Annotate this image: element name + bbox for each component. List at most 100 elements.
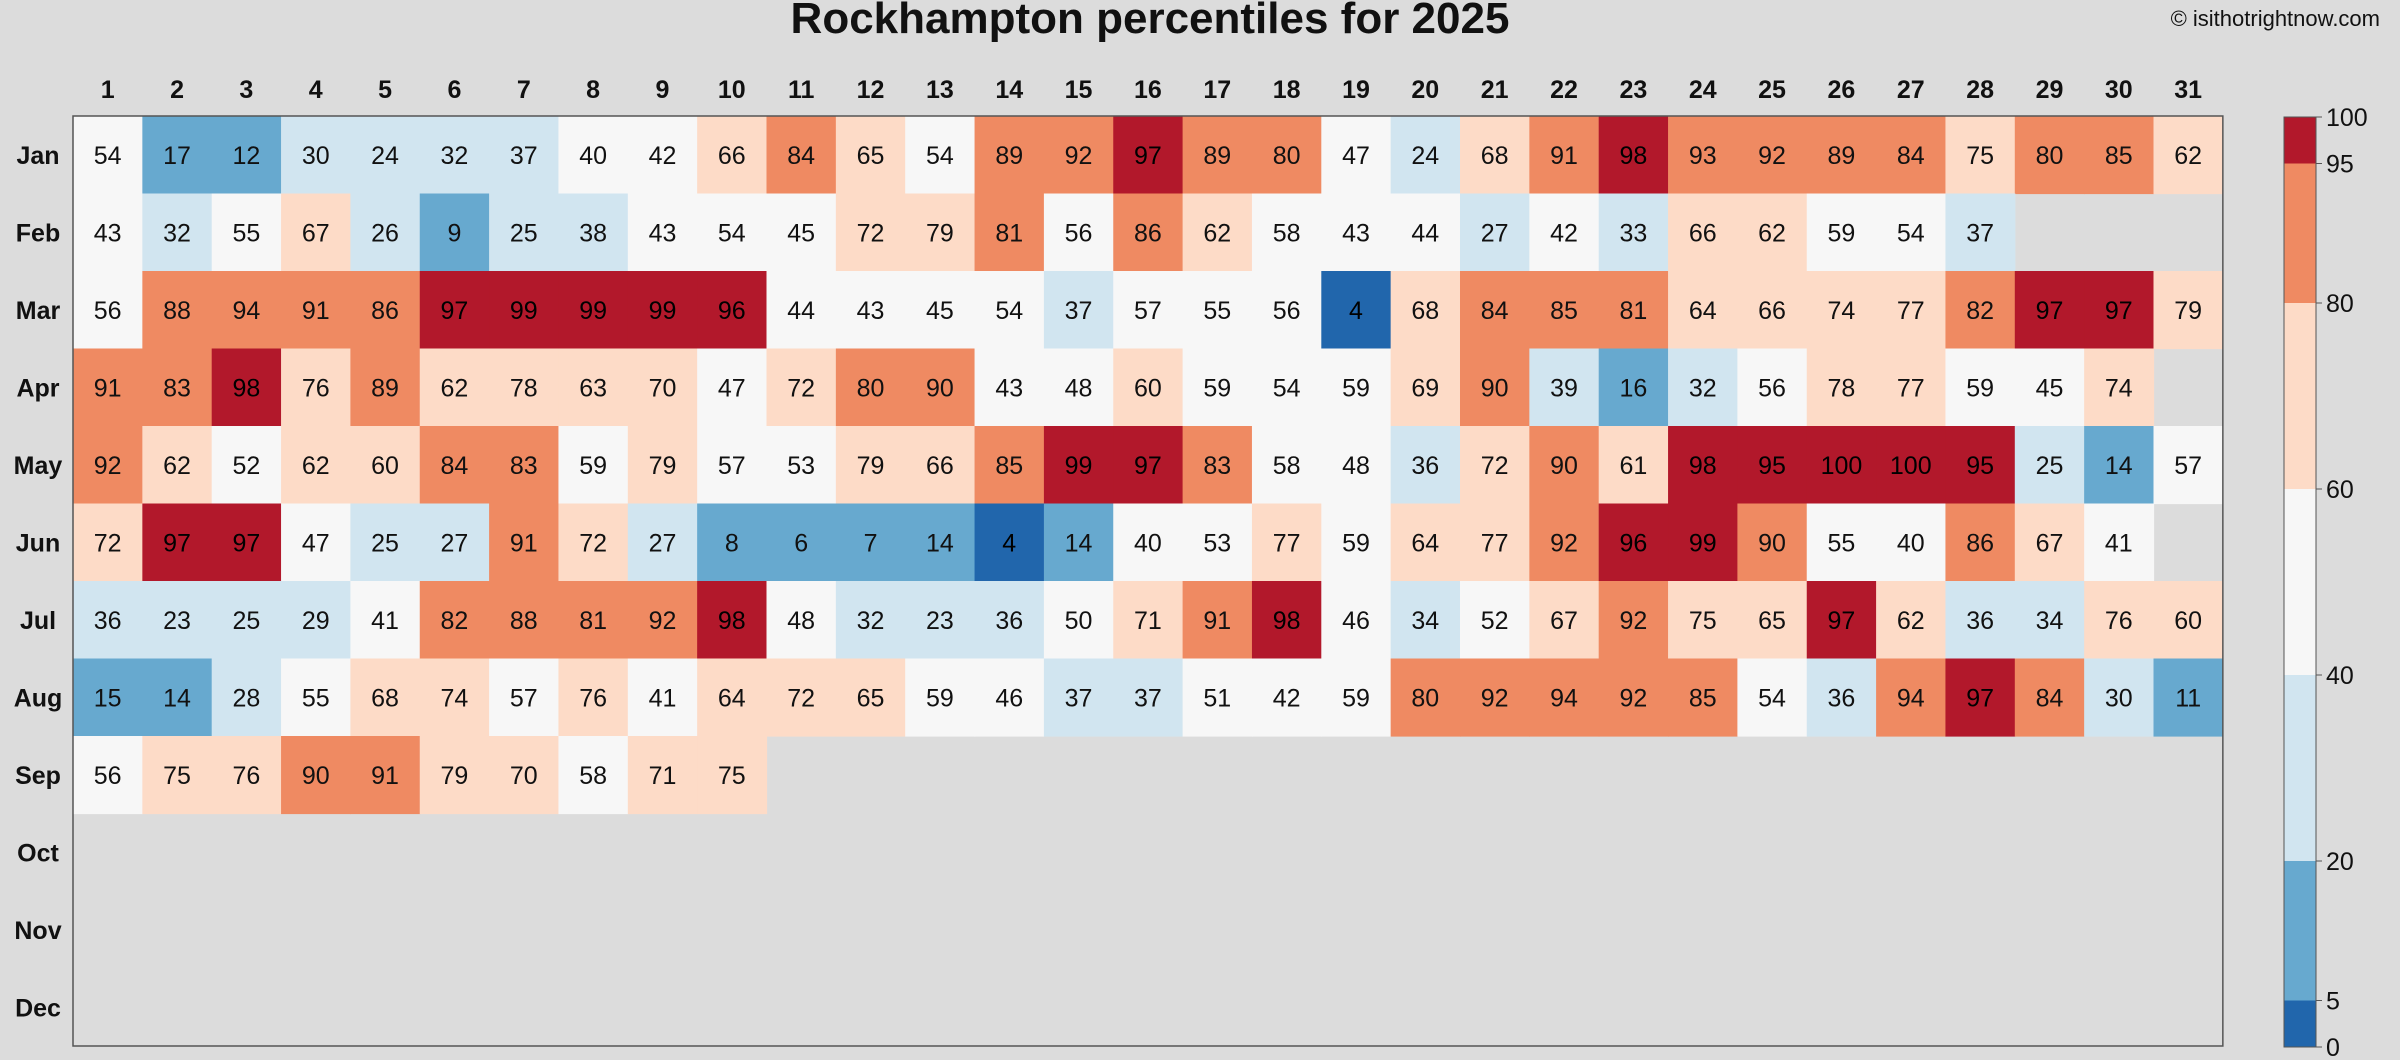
day-label: 21 (1481, 76, 1509, 104)
heatmap-cell (697, 581, 768, 660)
heatmap-cell (697, 736, 768, 815)
cell-value-label: 99 (510, 297, 538, 325)
heatmap-cell (627, 116, 698, 195)
cell-value-label: 81 (1619, 297, 1647, 325)
day-label: 18 (1273, 76, 1301, 104)
cell-value-label: 47 (718, 374, 746, 402)
cell-value-label: 54 (1758, 684, 1786, 712)
cell-value-label: 54 (995, 297, 1023, 325)
cell-value-label: 54 (1897, 219, 1925, 247)
day-label: 25 (1758, 76, 1786, 104)
heatmap-cell (1598, 503, 1669, 582)
day-label: 16 (1134, 76, 1162, 104)
cell-value-label: 59 (1828, 219, 1856, 247)
heatmap-cell (1945, 348, 2016, 427)
heatmap-cell (142, 193, 213, 272)
heatmap-cell (1598, 193, 1669, 272)
cell-value-label: 53 (1203, 529, 1231, 557)
heatmap-cell (142, 581, 213, 660)
heatmap-cell (1251, 658, 1322, 737)
cell-value-label: 90 (1550, 452, 1578, 480)
cell-value-label: 56 (94, 297, 122, 325)
cell-value-label: 45 (926, 297, 954, 325)
heatmap-cell (905, 426, 976, 505)
heatmap-cell (766, 193, 837, 272)
cell-value-label: 55 (232, 219, 260, 247)
cell-value-label: 66 (718, 142, 746, 170)
heatmap-cell (1390, 581, 1461, 660)
cell-value-label: 12 (232, 142, 260, 170)
cell-value-label: 14 (163, 684, 191, 712)
heatmap-cell (1945, 503, 2016, 582)
cell-value-label: 36 (1966, 607, 1994, 635)
month-label: May (14, 452, 63, 480)
cell-value-label: 75 (718, 762, 746, 790)
heatmap-cell (1945, 193, 2016, 272)
cell-value-label: 95 (1966, 452, 1994, 480)
cell-value-label: 48 (1342, 452, 1370, 480)
cell-value-label: 54 (926, 142, 954, 170)
heatmap-cell (1737, 581, 1808, 660)
heatmap-cell (697, 658, 768, 737)
heatmap-cell (281, 116, 351, 195)
cell-value-label: 97 (1134, 142, 1162, 170)
heatmap-cell (1390, 271, 1461, 350)
cell-value-label: 42 (649, 142, 677, 170)
heatmap-cell (419, 116, 490, 195)
cell-value-label: 84 (1897, 142, 1925, 170)
heatmap-cell (1390, 193, 1461, 272)
heatmap-cell (905, 271, 976, 350)
heatmap-cell (419, 426, 490, 505)
cell-value-label: 57 (718, 452, 746, 480)
cell-value-label: 89 (371, 374, 399, 402)
heatmap-cell (1668, 193, 1738, 272)
cell-value-label: 44 (787, 297, 815, 325)
cell-value-label: 48 (1065, 374, 1093, 402)
cell-value-label: 25 (2036, 452, 2064, 480)
cell-value-label: 99 (649, 297, 677, 325)
cell-value-label: 40 (1134, 529, 1162, 557)
cell-value-label: 9 (447, 219, 461, 247)
cell-value-label: 6 (794, 529, 808, 557)
cell-value-label: 37 (1966, 219, 1994, 247)
heatmap-cell (1113, 193, 1184, 272)
heatmap-cell (558, 503, 629, 582)
heatmap-cell (1113, 348, 1184, 427)
heatmap-cell (2084, 348, 2155, 427)
heatmap-cell (1390, 426, 1461, 505)
heatmap-cell (835, 426, 906, 505)
cell-value-label: 29 (302, 607, 330, 635)
heatmap-cell (211, 581, 282, 660)
cell-value-label: 59 (1342, 374, 1370, 402)
cell-value-label: 68 (1481, 142, 1509, 170)
month-label: Jul (20, 607, 56, 635)
heatmap-cell (1668, 658, 1738, 737)
heatmap-cell (73, 736, 143, 815)
heatmap-cell (350, 271, 421, 350)
cell-value-label: 94 (1897, 684, 1925, 712)
cell-value-label: 25 (510, 219, 538, 247)
colorbar-segment (2284, 861, 2316, 1001)
chart-title: Rockhampton percentiles for 2025 (791, 0, 1510, 43)
cell-value-label: 98 (1689, 452, 1717, 480)
heatmap-cell (142, 348, 213, 427)
heatmap-cell (1390, 658, 1461, 737)
heatmap-cell (835, 503, 906, 582)
heatmap-cell (558, 271, 629, 350)
cell-value-label: 74 (2105, 374, 2133, 402)
heatmap-cell (2014, 581, 2085, 660)
cell-value-label: 92 (649, 607, 677, 635)
day-label: 4 (309, 76, 323, 104)
heatmap-cell (73, 581, 143, 660)
cell-value-label: 75 (1966, 142, 1994, 170)
heatmap-cell (211, 503, 282, 582)
cell-value-label: 97 (2036, 297, 2064, 325)
cell-value-label: 14 (926, 529, 954, 557)
heatmap-cell (627, 736, 698, 815)
heatmap-cells: 54 17 12 30 24 32 37 40 42 66 84 65 54 89 92 97 89 80 47 24… (73, 116, 2224, 815)
cell-value-label: 41 (2105, 529, 2133, 557)
cell-value-label: 98 (718, 607, 746, 635)
cell-value-label: 46 (1342, 607, 1370, 635)
heatmap-cell (1321, 348, 1392, 427)
heatmap-cell (766, 581, 837, 660)
